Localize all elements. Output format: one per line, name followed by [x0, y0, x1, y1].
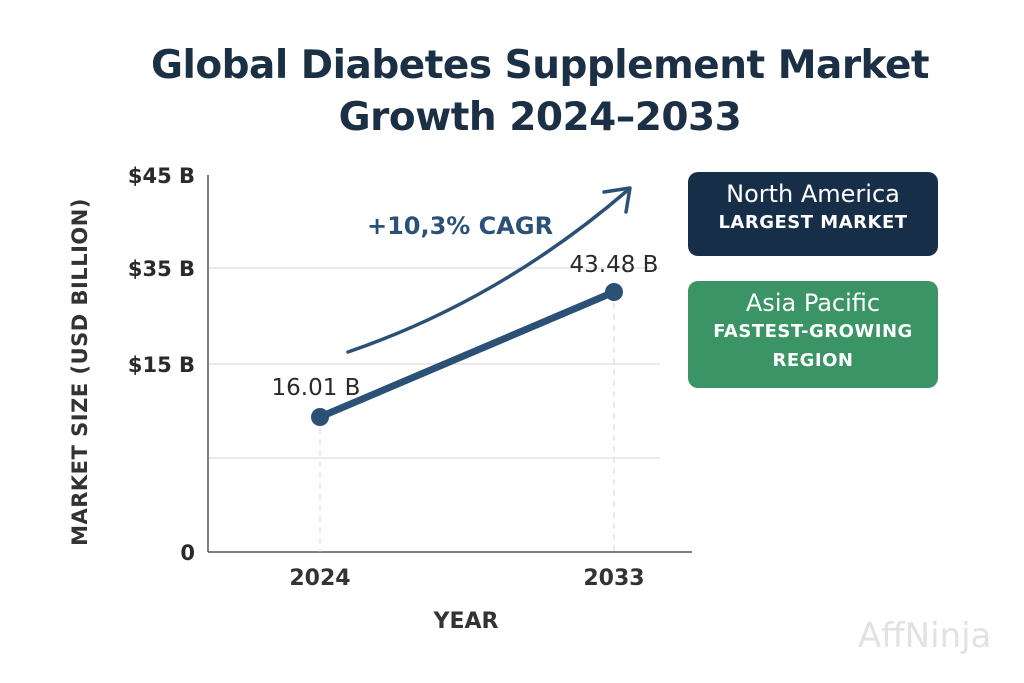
data-point-2024 [311, 408, 329, 426]
y-tick-label: $15 B [128, 353, 195, 377]
chart-title-line-2: Growth 2024–2033 [338, 95, 742, 140]
data-point-2033 [605, 283, 623, 301]
callout-asia-pacific: Asia Pacific FASTEST-GROWING REGION [688, 281, 938, 388]
callout-north-america: North America LARGEST MARKET [688, 172, 938, 256]
callout-heading: Asia Pacific [745, 289, 881, 317]
y-tick-label: $35 B [128, 257, 195, 281]
y-tick-label: 0 [180, 541, 195, 565]
callout-sub: FASTEST-GROWING REGION [713, 321, 913, 371]
callout-sub: LARGEST MARKET [718, 212, 908, 233]
data-label: 43.48 B [570, 252, 659, 278]
data-label: 16.01 B [272, 375, 361, 401]
chart-title-line-1: Global Diabetes Supplement Market [150, 43, 930, 88]
cagr-annotation: +10,3% CAGR [367, 212, 553, 240]
y-tick-label: $45 B [128, 164, 195, 188]
x-tick-label: 2033 [583, 566, 644, 591]
arrowhead-icon [602, 186, 632, 214]
x-axis-label: YEAR [433, 609, 499, 634]
chart-title: Global Diabetes Supplement Market Growth… [0, 40, 1024, 144]
callout-heading: North America [726, 180, 900, 208]
series-line [316, 288, 618, 421]
watermark-logo: AffNinja [858, 616, 992, 656]
x-tick-label: 2024 [289, 566, 350, 591]
cagr-arrow [346, 188, 630, 354]
y-axis-label: MARKET SIZE (USD BILLION) [68, 198, 92, 546]
